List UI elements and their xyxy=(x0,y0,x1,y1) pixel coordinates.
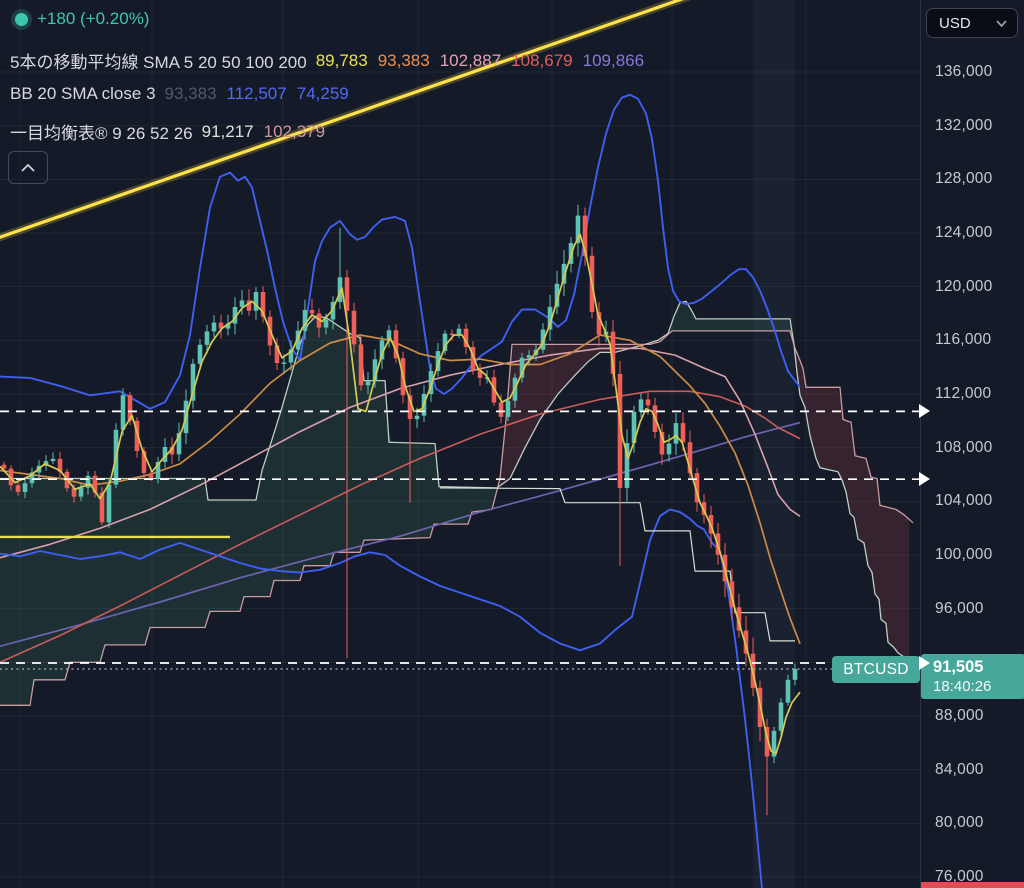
change-value: +180 (+0.20%) xyxy=(37,9,150,28)
current-price: 91,505 xyxy=(933,657,984,676)
chart-canvas[interactable] xyxy=(0,0,920,888)
symbol-tag: BTCUSD xyxy=(832,656,920,683)
axis-tick-label: 136,000 xyxy=(935,63,993,80)
current-price-label: 91,505 18:40:26 xyxy=(921,653,1024,699)
axis-tick-label: 84,000 xyxy=(935,760,984,778)
senkou-b-line xyxy=(0,330,914,706)
sma100-line xyxy=(0,390,801,664)
axis-tick-label: 108,000 xyxy=(935,438,993,456)
indicator-value: 74,259 xyxy=(296,84,349,103)
legend-change-row[interactable]: +180 (+0.20%) xyxy=(10,9,149,29)
axis-tick-label: 112,000 xyxy=(935,385,992,402)
bb-row-label: BB 20 SMA close 3 xyxy=(10,84,156,103)
axis-tick-label: 120,000 xyxy=(935,277,993,295)
axis-tick-label: 116,000 xyxy=(935,331,992,349)
line-marker-arrow-icon xyxy=(919,404,930,419)
indicator-value: 89,783 xyxy=(315,50,368,70)
axis-tick-label: 88,000 xyxy=(935,707,984,724)
sma-row-label: 5本の移動平均線 SMA 5 20 50 100 200 xyxy=(10,53,307,72)
currency-label: USD xyxy=(939,14,971,32)
chevron-up-icon xyxy=(21,163,35,172)
currency-dropdown[interactable]: USD xyxy=(926,8,1018,38)
bar-countdown: 18:40:26 xyxy=(933,677,992,695)
legend-ichimoku-row[interactable]: 一目均衡表® 9 26 52 26 91,217 102,379 xyxy=(10,119,325,144)
legend-sma-row[interactable]: 5本の移動平均線 SMA 5 20 50 100 200 89,783 93,38… xyxy=(10,48,644,73)
bb_upper-line xyxy=(0,93,801,410)
indicator-value: 102,887 xyxy=(439,50,502,70)
indicator-value: 109,866 xyxy=(582,50,645,70)
ichimoku-cloud-red xyxy=(793,338,909,661)
axis-tick-label: 100,000 xyxy=(935,546,993,563)
indicator-value: 112,507 xyxy=(226,84,287,103)
indicator-value: 91,217 xyxy=(201,121,254,141)
axis-tick-label: 132,000 xyxy=(935,116,993,134)
series-dot-icon xyxy=(15,12,28,26)
axis-tick-label: 104,000 xyxy=(935,492,993,510)
indicator-value: 93,383 xyxy=(377,50,430,70)
axis-tick-label: 80,000 xyxy=(935,814,984,832)
ichimoku-cloud-red xyxy=(498,327,670,488)
ichimoku-cloud-green xyxy=(0,316,496,706)
line-marker-arrow-icon xyxy=(919,656,930,670)
indicator-value: 102,379 xyxy=(263,121,326,141)
ichimoku-row-label: 一目均衡表® 9 26 52 26 xyxy=(10,124,193,143)
legend-bb-row[interactable]: BB 20 SMA close 3 93,383 112,507 74,259 xyxy=(10,84,349,104)
sma50-line xyxy=(0,347,801,559)
clipped-red-price-label xyxy=(921,882,1024,888)
chevron-down-icon xyxy=(996,19,1007,27)
axis-tick-label: 128,000 xyxy=(935,170,993,188)
indicator-value: 93,383 xyxy=(164,84,217,103)
trend-line[interactable] xyxy=(0,0,702,240)
bb-row-values: 93,383 112,507 74,259 xyxy=(165,84,349,104)
ichimoku-row-values: 91,217 102,379 xyxy=(202,122,325,142)
sma200-line xyxy=(0,421,801,648)
line-marker-arrow-icon xyxy=(919,472,930,487)
sma5-line xyxy=(0,233,801,755)
legend-collapse-button[interactable] xyxy=(8,151,48,184)
sma-row-values: 89,783 93,383 102,887 108,679 109,866 xyxy=(316,51,644,71)
ichimoku_baseline-line xyxy=(439,487,795,642)
axis-tick-label: 96,000 xyxy=(935,599,984,617)
axis-tick-label: 76,000 xyxy=(935,868,984,885)
price-axis[interactable]: USD 136,000 132,000 128,000 124,000 120,000 1… xyxy=(919,0,1024,888)
ichimoku-cloud-green xyxy=(671,302,791,335)
axis-tick-label: 124,000 xyxy=(935,224,993,241)
indicator-value: 108,679 xyxy=(511,50,573,70)
